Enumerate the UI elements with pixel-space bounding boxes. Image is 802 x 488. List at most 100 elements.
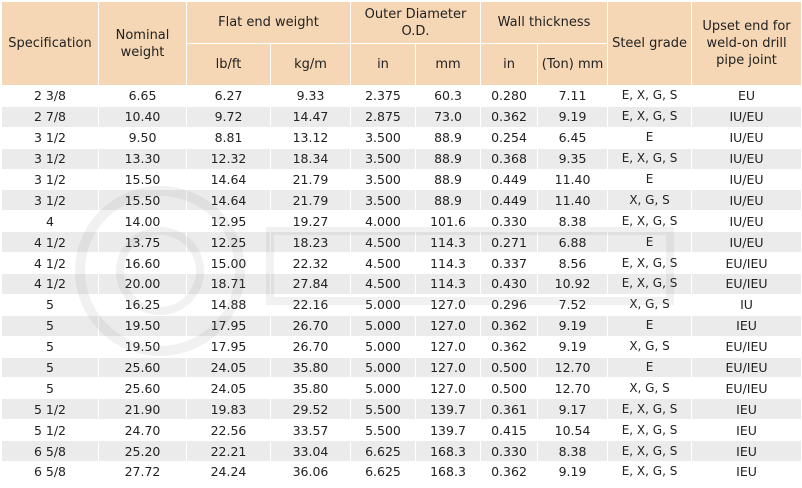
cell-od-in: 3.500 [350, 126, 416, 149]
cell-nominal-weight: 25.20 [98, 440, 187, 463]
cell-specification: 5 1/2 [1, 419, 99, 442]
cell-lb-ft: 24.05 [186, 356, 271, 379]
cell-upset-end: EU/IEU [691, 273, 802, 295]
cell-kg-m: 19.27 [270, 210, 351, 233]
cell-kg-m: 13.12 [270, 126, 351, 149]
table-row: 3 1/2 15.50 14.64 21.79 3.500 88.9 0.449 11.40 X… [1, 189, 802, 212]
cell-steel-grade: E [607, 314, 693, 337]
cell-wt-in: 0.271 [480, 231, 539, 254]
table-row: 5 19.50 17.95 26.70 5.000 127.0 0.362 9.19 X, G,… [1, 335, 802, 358]
cell-od-in: 4.500 [350, 252, 416, 275]
cell-od-in: 4.000 [350, 210, 416, 233]
cell-nominal-weight: 20.00 [98, 273, 187, 295]
table-row: 5 16.25 14.88 22.16 5.000 127.0 0.296 7.52 X, G,… [1, 293, 802, 316]
cell-kg-m: 26.70 [270, 335, 351, 358]
table-row: 5 25.60 24.05 35.80 5.000 127.0 0.500 12.70 E EU/… [1, 356, 802, 379]
cell-upset-end: EU/IEU [691, 356, 802, 379]
cell-wt-mm: 8.38 [537, 210, 609, 233]
cell-wt-in: 0.296 [480, 293, 539, 316]
table-header: Specification Nominal weight Flat end we… [1, 1, 802, 86]
cell-wt-in: 0.449 [480, 168, 539, 191]
cell-steel-grade: E [607, 356, 693, 379]
cell-od-mm: 88.9 [414, 189, 482, 212]
cell-lb-ft: 15.00 [186, 252, 271, 275]
cell-wt-in: 0.362 [480, 314, 539, 337]
cell-wt-in: 0.330 [480, 440, 539, 463]
cell-lb-ft: 12.32 [186, 147, 271, 170]
cell-wt-mm: 9.19 [537, 105, 609, 128]
cell-nominal-weight: 13.75 [98, 231, 187, 254]
cell-wt-in: 0.361 [480, 398, 539, 421]
cell-od-in: 5.000 [350, 335, 416, 358]
cell-wt-in: 0.500 [480, 377, 539, 400]
cell-od-in: 5.500 [350, 398, 416, 421]
cell-nominal-weight: 21.90 [98, 398, 187, 421]
header-flat-end-weight: Flat end weight [186, 1, 351, 44]
cell-upset-end: IU [691, 293, 802, 316]
table-row: 5 1/2 21.90 19.83 29.52 5.500 139.7 0.361 9.17 E… [1, 398, 802, 421]
cell-od-mm: 88.9 [414, 168, 482, 191]
cell-wt-mm: 11.40 [537, 168, 609, 191]
header-nominal-weight: Nominal weight [98, 1, 187, 86]
cell-wt-in: 0.362 [480, 335, 539, 358]
header-outer-diameter: Outer Diameter O.D. [349, 1, 482, 44]
header-wt-mm: (Ton) mm [537, 43, 609, 86]
cell-specification: 3 1/2 [1, 168, 99, 191]
cell-specification: 5 [1, 377, 99, 400]
cell-od-mm: 127.0 [414, 293, 482, 316]
cell-od-in: 6.625 [350, 440, 416, 463]
cell-steel-grade: X, G, S [607, 293, 693, 316]
cell-nominal-weight: 19.50 [98, 335, 187, 358]
cell-nominal-weight: 24.70 [98, 419, 187, 442]
cell-wt-in: 0.330 [480, 210, 539, 233]
cell-od-mm: 60.3 [414, 85, 482, 107]
table-row: 2 7/8 10.40 9.72 14.47 2.875 73.0 0.362 9.19 E, … [1, 105, 802, 128]
cell-wt-in: 0.449 [480, 189, 539, 212]
cell-lb-ft: 14.64 [186, 189, 271, 212]
cell-kg-m: 21.79 [270, 168, 351, 191]
cell-wt-mm: 9.35 [537, 147, 609, 170]
cell-od-mm: 114.3 [414, 252, 482, 275]
cell-od-mm: 114.3 [414, 273, 482, 295]
cell-kg-m: 26.70 [270, 314, 351, 337]
cell-upset-end: IU/EU [691, 168, 802, 191]
table-row: 4 1/2 16.60 15.00 22.32 4.500 114.3 0.337 8.56 E… [1, 252, 802, 275]
cell-kg-m: 27.84 [270, 273, 351, 295]
cell-upset-end: IEU [691, 314, 802, 337]
cell-od-mm: 127.0 [414, 377, 482, 400]
cell-wt-mm: 9.17 [537, 398, 609, 421]
cell-kg-m: 22.16 [270, 293, 351, 316]
cell-wt-mm: 6.45 [537, 126, 609, 149]
cell-od-mm: 127.0 [414, 335, 482, 358]
cell-od-in: 2.375 [350, 85, 416, 107]
cell-od-in: 4.500 [350, 231, 416, 254]
cell-wt-mm: 12.70 [537, 377, 609, 400]
cell-od-mm: 127.0 [414, 356, 482, 379]
cell-wt-mm: 8.56 [537, 252, 609, 275]
cell-wt-mm: 8.38 [537, 440, 609, 463]
cell-nominal-weight: 14.00 [98, 210, 187, 233]
cell-lb-ft: 12.25 [186, 231, 271, 254]
cell-kg-m: 33.04 [270, 440, 351, 463]
cell-od-in: 5.000 [350, 377, 416, 400]
cell-steel-grade: E, X, G, S [607, 210, 693, 233]
cell-steel-grade: E, X, G, S [607, 461, 693, 483]
header-lb-ft: lb/ft [186, 43, 271, 86]
cell-kg-m: 21.79 [270, 189, 351, 212]
cell-od-in: 5.000 [350, 356, 416, 379]
cell-upset-end: IU/EU [691, 189, 802, 212]
table-row: 3 1/2 9.50 8.81 13.12 3.500 88.9 0.254 6.45 E IU/… [1, 126, 802, 149]
cell-specification: 3 1/2 [1, 147, 99, 170]
cell-od-mm: 73.0 [414, 105, 482, 128]
cell-nominal-weight: 15.50 [98, 189, 187, 212]
table-row: 4 1/2 13.75 12.25 18.23 4.500 114.3 0.271 6.88 E… [1, 231, 802, 254]
cell-nominal-weight: 13.30 [98, 147, 187, 170]
cell-wt-mm: 11.40 [537, 189, 609, 212]
table-row: 2 3/8 6.65 6.27 9.33 2.375 60.3 0.280 7.11 E, X,… [1, 85, 802, 107]
cell-upset-end: IU/EU [691, 126, 802, 149]
cell-od-mm: 168.3 [414, 440, 482, 463]
cell-od-mm: 139.7 [414, 419, 482, 442]
cell-od-in: 5.000 [350, 314, 416, 337]
cell-upset-end: EU/IEU [691, 377, 802, 400]
